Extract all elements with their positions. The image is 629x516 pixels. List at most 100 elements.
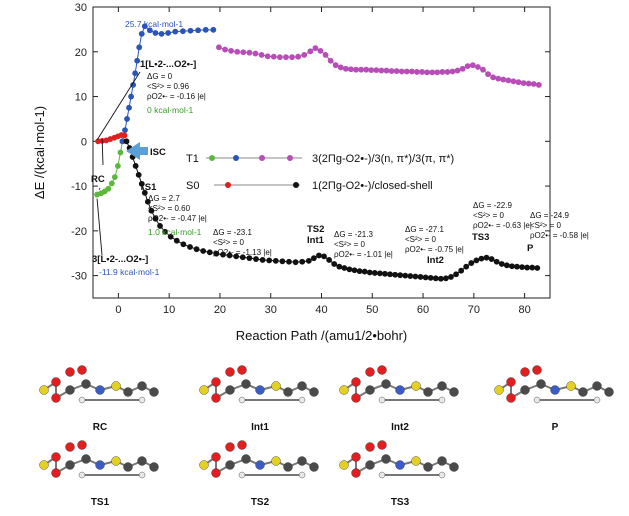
triplet-rc-label: 3[L•2-...O2•-] (92, 254, 148, 265)
annotation-layer: 25.7 kcal·mol-11[L•2-...O2•-]ΔG = 0<S²> … (91, 19, 589, 277)
data-point (434, 69, 441, 76)
structure-label: TS1 (90, 497, 110, 508)
data-point (366, 269, 373, 276)
energy-profile-chart: 0 10 20 30 40 50 60 70 80 30 20 10 0 -10 -20 -30 Reactio… (32, 2, 589, 343)
atom (532, 365, 542, 375)
data-point (402, 272, 409, 279)
data-point (322, 52, 329, 58)
atom (51, 468, 61, 478)
molecule-structure (199, 365, 319, 404)
data-point (266, 257, 273, 264)
data-point (138, 30, 145, 37)
data-point (233, 253, 240, 260)
atom (365, 367, 375, 377)
int1-dg: ΔG = -23.1 (213, 228, 252, 237)
data-point (289, 54, 295, 61)
legend-s0-marker (293, 182, 299, 188)
atom (225, 442, 235, 452)
series-s0 (95, 132, 541, 282)
atom (536, 379, 546, 389)
atom (111, 381, 121, 391)
data-point (316, 252, 322, 259)
legend-s0-marker (225, 182, 231, 188)
data-point (228, 47, 235, 54)
x-tick-label: 0 (115, 304, 121, 316)
data-point (272, 257, 279, 264)
data-point (253, 256, 259, 262)
data-point (368, 67, 375, 74)
molecule-structure (199, 440, 319, 479)
data-point (525, 80, 532, 87)
atom (81, 454, 91, 464)
legend-t1-marker (233, 155, 239, 161)
data-point (515, 79, 522, 86)
ts3-label: TS3 (472, 232, 489, 243)
data-point (270, 53, 277, 60)
atom (520, 367, 530, 377)
data-point (162, 228, 169, 235)
atom (494, 385, 504, 395)
atom (137, 456, 147, 466)
atom (411, 381, 421, 391)
data-point (361, 268, 368, 275)
int1-s2: <S²> = 0 (213, 238, 244, 247)
atom (365, 385, 375, 395)
series-t1 (94, 23, 542, 198)
atom (351, 377, 361, 387)
atom (51, 393, 61, 403)
rc-pointer-down (98, 187, 101, 190)
atom (241, 454, 251, 464)
data-point (179, 28, 186, 35)
atom (81, 379, 91, 389)
atom (199, 460, 209, 470)
atom (39, 460, 49, 470)
data-point (132, 70, 139, 77)
data-point (529, 264, 536, 271)
data-point (301, 52, 308, 58)
data-point (172, 28, 179, 35)
data-point (341, 265, 348, 271)
rc-pointer-up (101, 139, 104, 166)
ts2-s2: <S²> = 0 (334, 240, 365, 249)
atom (111, 456, 121, 466)
structure-label: TS2 (250, 497, 270, 508)
data-point (220, 251, 226, 258)
atom (211, 377, 221, 387)
atom (298, 471, 306, 479)
y-tick-label: 10 (75, 92, 87, 104)
data-point (485, 71, 491, 78)
y-tick-label: 20 (75, 47, 87, 59)
data-point (114, 163, 121, 169)
atom (123, 387, 133, 397)
data-point (121, 132, 128, 139)
p-rho: ρO2•- = -0.58 |e| (530, 231, 589, 240)
atom (78, 396, 86, 404)
atom (449, 387, 459, 397)
data-point (286, 258, 292, 265)
structure-label: RC (92, 422, 108, 433)
data-point (240, 49, 247, 56)
data-point (464, 63, 471, 69)
data-point (165, 30, 172, 36)
atom (237, 365, 247, 375)
data-point (473, 257, 480, 264)
atom (241, 379, 251, 389)
data-point (422, 274, 429, 281)
atom (149, 387, 159, 397)
ts2-rho: ρO2•- = -1.01 |e| (334, 250, 393, 259)
data-point (510, 78, 517, 85)
data-point (509, 263, 515, 270)
data-point (187, 244, 193, 250)
data-point (134, 57, 141, 64)
atom (339, 460, 349, 470)
atom (578, 387, 588, 397)
data-point (503, 262, 510, 269)
data-point (222, 46, 228, 53)
data-point (136, 44, 143, 51)
data-point (392, 271, 399, 278)
data-point (111, 174, 118, 181)
data-point (141, 189, 148, 196)
data-point (493, 258, 500, 265)
x-tick-label: 60 (417, 304, 429, 316)
data-point (321, 253, 327, 260)
